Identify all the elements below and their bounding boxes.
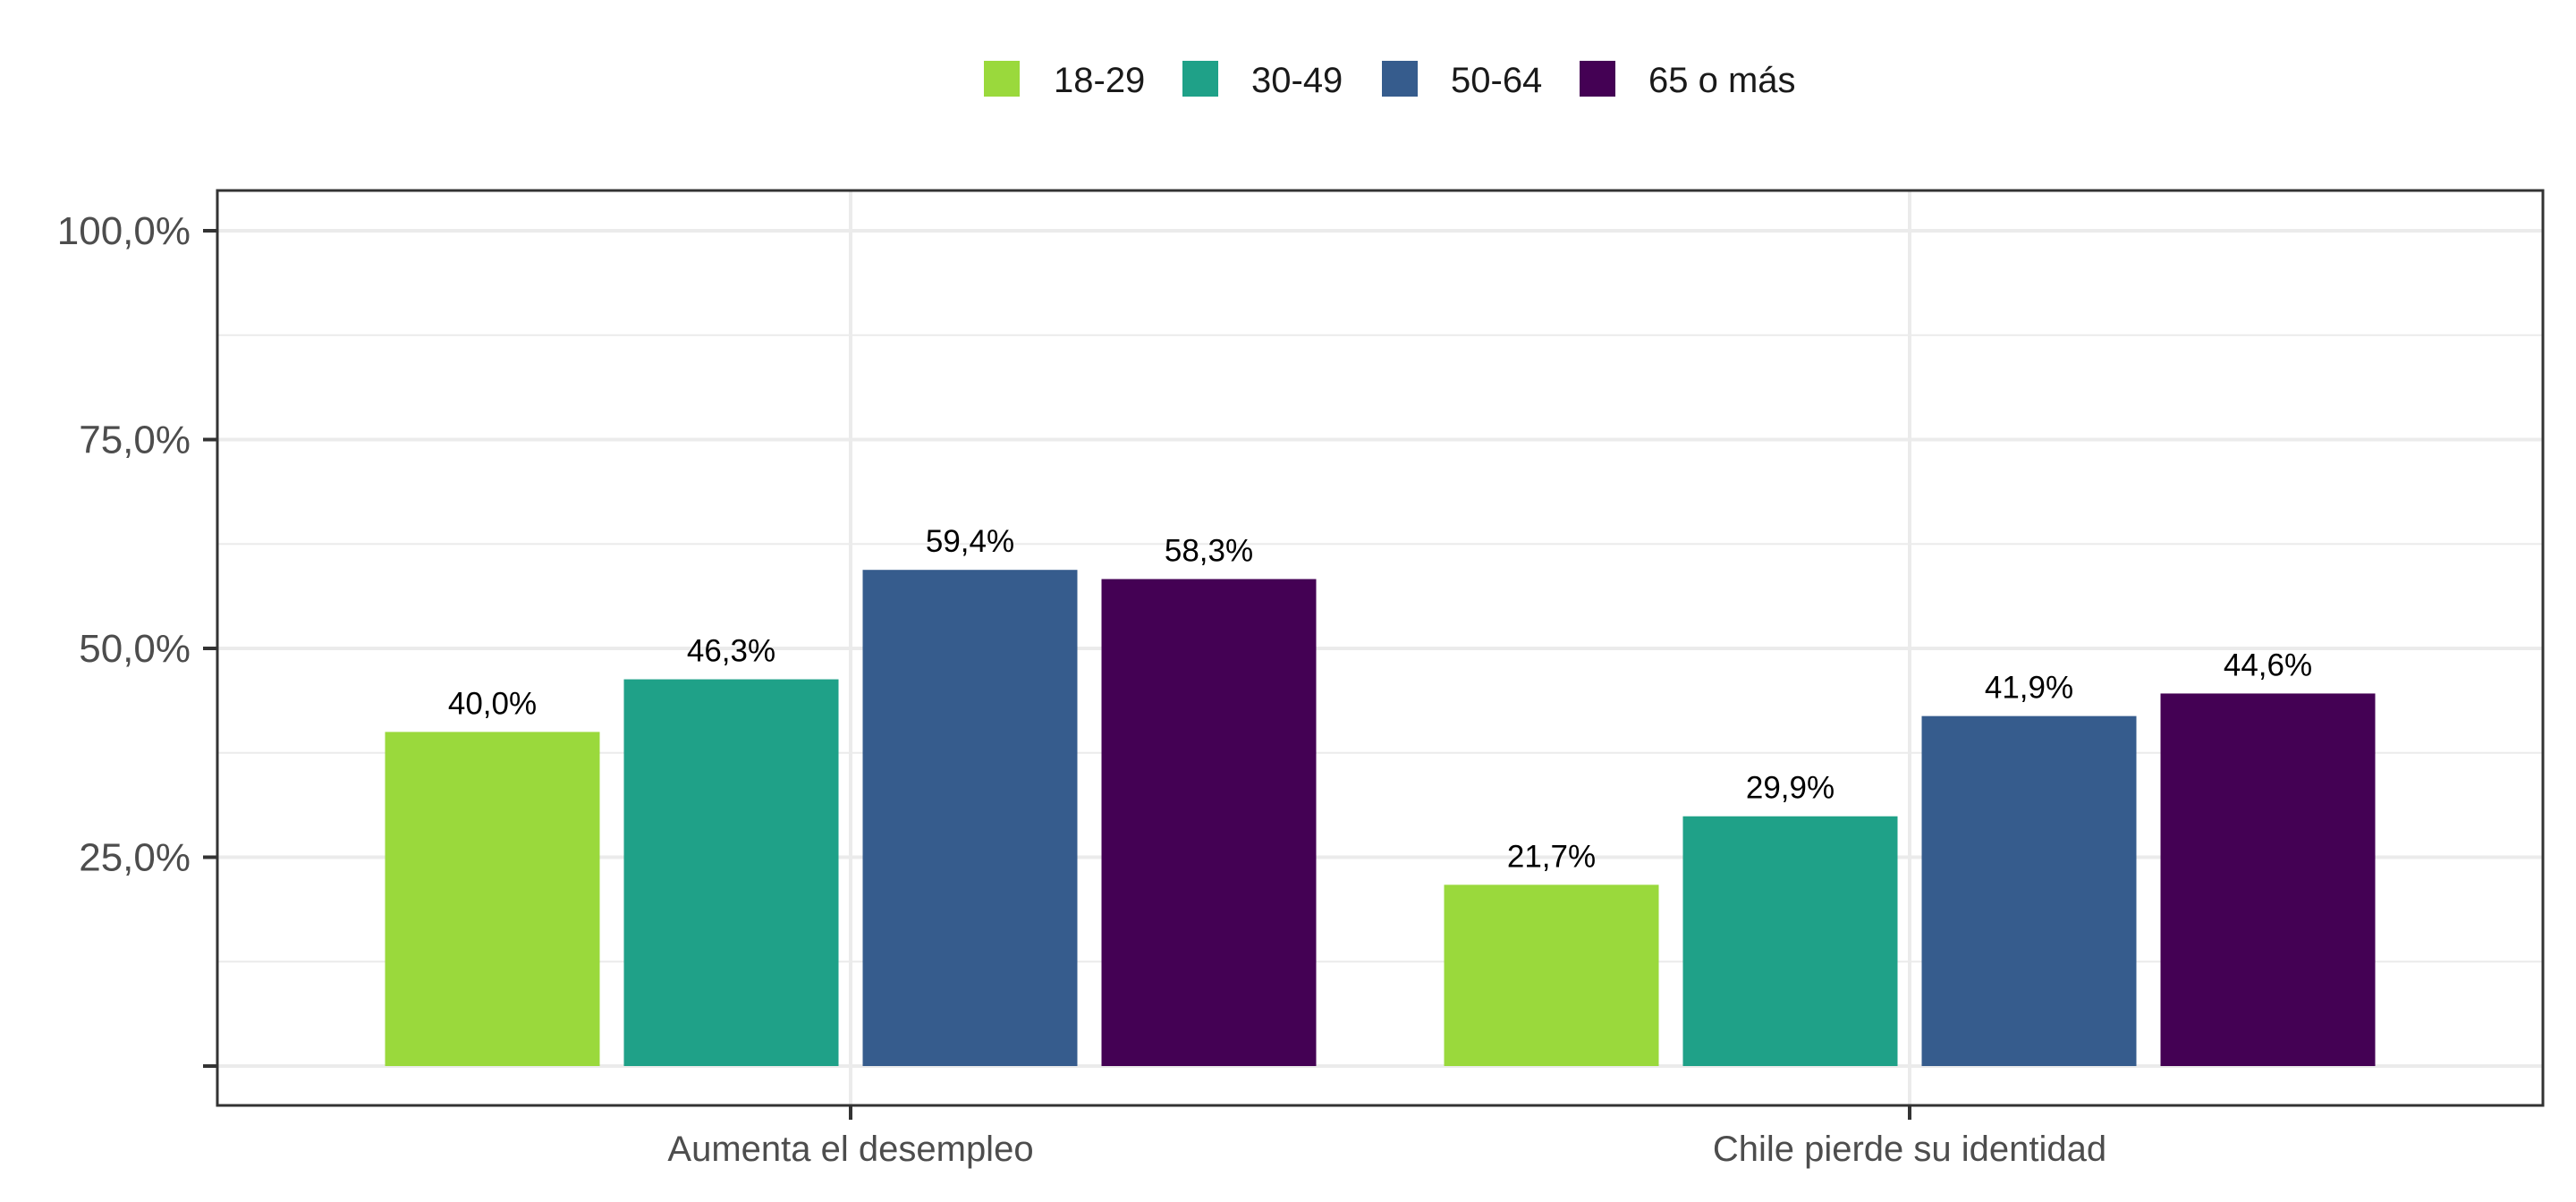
y-tick-label: 25,0% <box>79 836 191 880</box>
grid-lines <box>217 190 2543 1105</box>
data-label: 41,9% <box>1985 671 2073 706</box>
bar <box>1682 816 1898 1066</box>
data-label: 46,3% <box>687 634 775 669</box>
legend-label: 30-49 <box>1251 61 1343 100</box>
legend-key <box>1580 61 1615 97</box>
legend-key <box>1382 61 1418 97</box>
bar <box>1101 579 1317 1066</box>
x-axis: Aumenta el desempleo Chile pierde su iden… <box>667 1105 2106 1169</box>
data-label: 21,7% <box>1507 839 1596 874</box>
legend-key <box>1182 61 1218 97</box>
bar <box>385 732 600 1066</box>
legend-key <box>984 61 1020 97</box>
bars <box>385 570 2376 1066</box>
data-label: 29,9% <box>1746 771 1835 806</box>
bar <box>1921 715 2137 1066</box>
bar <box>1444 885 1659 1066</box>
y-tick-label: 100,0% <box>57 209 191 253</box>
legend-label: 18-29 <box>1054 61 1145 100</box>
data-label: 59,4% <box>926 524 1014 559</box>
data-label: 40,0% <box>448 686 537 721</box>
x-tick-label: Aumenta el desempleo <box>667 1130 1033 1169</box>
data-label: 44,6% <box>2224 648 2312 682</box>
y-tick-label: 50,0% <box>79 627 191 671</box>
legend-label: 50-64 <box>1451 61 1542 100</box>
data-label: 58,3% <box>1165 533 1253 568</box>
x-tick-label: Chile pierde su identidad <box>1713 1130 2106 1169</box>
legend: 18-29 30-49 50-64 65 o más <box>984 61 1796 100</box>
bar <box>862 570 1078 1066</box>
bar <box>623 679 839 1066</box>
y-tick-label: 75,0% <box>79 419 191 462</box>
legend-label: 65 o más <box>1648 61 1796 100</box>
y-axis: 25,0% 50,0% 75,0% 100,0% <box>57 209 217 1068</box>
data-labels: 40,0% 46,3% 59,4% 58,3% 21,7% 29,9% 41,9% 44,6% <box>448 524 2312 874</box>
bar <box>2160 693 2376 1066</box>
